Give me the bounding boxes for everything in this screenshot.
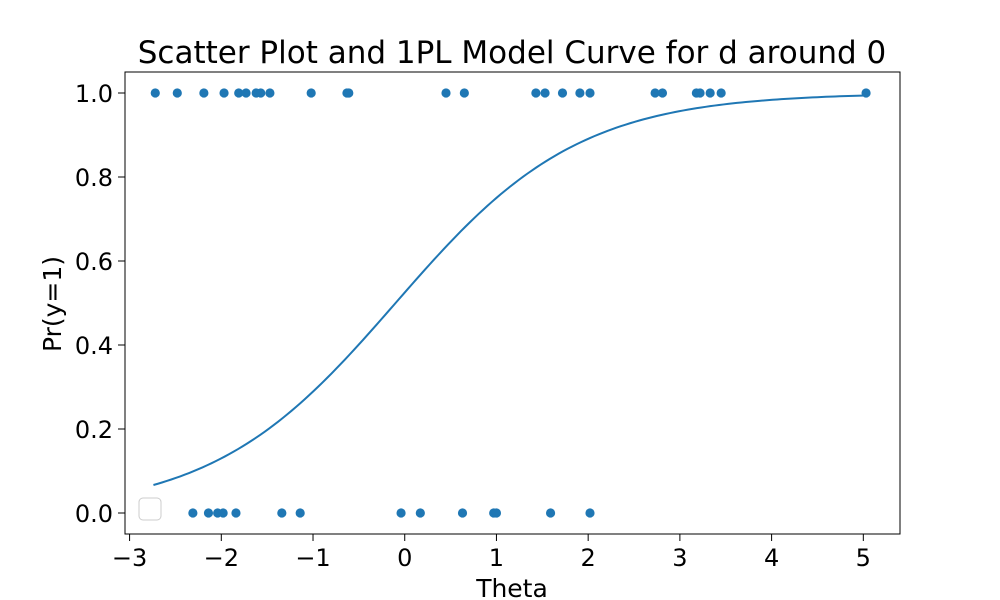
y-axis-ticks: 0.0 0.2 0.4 0.6 0.8 1.0 xyxy=(75,80,125,528)
scatter-point xyxy=(306,88,316,98)
scatter-point xyxy=(545,508,556,518)
scatter-point xyxy=(203,508,214,518)
scatter-point xyxy=(295,508,305,518)
y-axis-label: Pr(y=1) xyxy=(38,256,67,352)
x-axis-ticks: −3 −2 −1 0 1 2 3 4 5 xyxy=(112,534,871,572)
scatter-point xyxy=(585,508,595,518)
scatter-point xyxy=(457,508,468,518)
scatter-point xyxy=(575,88,585,98)
x-tick-label: −3 xyxy=(112,544,147,572)
scatter-point xyxy=(396,508,406,518)
x-tick-label: 4 xyxy=(764,544,779,572)
scatter-point xyxy=(441,88,451,98)
model-curve-line xyxy=(153,94,867,486)
scatter-point xyxy=(256,88,266,98)
scatter-point xyxy=(415,508,425,518)
scatter-point xyxy=(199,88,209,98)
x-tick-label: −1 xyxy=(295,544,330,572)
scatter-point xyxy=(585,88,595,98)
scatter-point xyxy=(219,88,229,98)
scatter-point xyxy=(557,88,568,98)
scatter-point xyxy=(540,88,550,98)
y-tick-label: 0.6 xyxy=(75,248,113,276)
scatter-point xyxy=(650,88,660,98)
scatter-point xyxy=(172,88,182,98)
x-axis-label: Theta xyxy=(475,574,548,600)
y-tick-label: 0.0 xyxy=(75,500,113,528)
scatter-point xyxy=(218,508,228,518)
scatter-point xyxy=(695,88,705,98)
x-tick-label: 0 xyxy=(397,544,412,572)
scatter-point xyxy=(531,88,541,98)
scatter-point xyxy=(716,88,726,98)
x-tick-label: 5 xyxy=(856,544,871,572)
x-tick-label: −2 xyxy=(204,544,239,572)
legend-box xyxy=(138,497,162,521)
scatter-points-layer xyxy=(148,88,871,518)
scatter-point xyxy=(277,508,287,518)
scatter-point xyxy=(234,88,244,98)
plot-area-frame xyxy=(124,71,901,535)
y-tick-label: 1.0 xyxy=(75,80,113,108)
y-tick-label: 0.2 xyxy=(75,416,113,444)
scatter-point xyxy=(231,508,241,518)
scatter-point xyxy=(188,508,198,518)
chart-title: Scatter Plot and 1PL Model Curve for d a… xyxy=(138,35,887,71)
y-tick-label: 0.4 xyxy=(75,332,113,360)
scatter-point xyxy=(657,88,668,98)
scatter-point xyxy=(150,88,160,98)
x-tick-label: 1 xyxy=(489,544,504,572)
scatter-point xyxy=(344,88,354,98)
y-tick-label: 0.8 xyxy=(75,164,113,192)
x-tick-label: 2 xyxy=(581,544,596,572)
x-tick-label: 3 xyxy=(672,544,687,572)
scatter-point xyxy=(861,88,871,98)
scatter-point xyxy=(265,88,275,98)
model-curve-layer xyxy=(153,94,867,486)
scatter-point xyxy=(241,88,251,98)
scatter-point xyxy=(459,88,469,98)
scatter-point xyxy=(705,88,715,98)
scatter-point xyxy=(491,508,502,518)
